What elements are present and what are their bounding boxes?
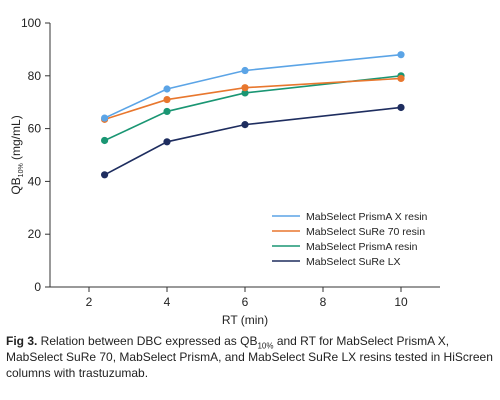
y-tick-label: 60 [28, 122, 42, 136]
data-point [163, 138, 171, 146]
x-tick-label: 8 [320, 295, 327, 309]
series-line [104, 75, 402, 142]
legend-label: MabSelect SuRe 70 resin [306, 226, 425, 238]
data-point [101, 136, 109, 145]
legend-label: MabSelect SuRe LX [306, 256, 401, 268]
data-point [241, 66, 249, 75]
data-point [241, 89, 249, 97]
data-point [397, 51, 405, 59]
data-point [163, 85, 171, 93]
axes: 0 20 40 60 80 100 2 4 6 8 10 RT (min) QB10% (mg/mL) [9, 16, 440, 327]
data-point [241, 121, 249, 129]
data-point [163, 95, 171, 104]
caption-subscript: 10% [257, 341, 274, 351]
y-axis-title-unit: (mg/mL) [9, 115, 23, 163]
data-point [241, 84, 249, 92]
series-line [104, 53, 402, 119]
caption-text-start: Relation between DBC expressed as QB [37, 334, 258, 348]
y-tick-label: 80 [28, 69, 42, 83]
data-point [397, 74, 405, 83]
data-point [101, 114, 109, 122]
data-point [163, 107, 171, 116]
x-tick-label: 6 [242, 295, 249, 309]
series-group [101, 51, 405, 122]
legend: MabSelect PrismA X resin MabSelect SuRe 7… [272, 211, 428, 268]
x-tick-label: 4 [164, 295, 171, 309]
y-tick-label: 100 [21, 16, 41, 30]
x-axis-title: RT (min) [222, 313, 268, 327]
data-point [101, 171, 109, 179]
series-line [104, 106, 402, 176]
data-point [397, 103, 405, 112]
series-group [101, 72, 405, 145]
y-tick-label: 0 [34, 280, 41, 294]
x-tick-label: 10 [394, 295, 408, 309]
x-tick-label: 2 [86, 295, 93, 309]
series-line [104, 77, 402, 121]
y-axis-title: QB10% (mg/mL) [9, 115, 25, 194]
series-layer [101, 51, 405, 179]
y-axis-title-main: QB [9, 177, 23, 194]
y-axis-title-subscript: 10% [18, 163, 25, 177]
caption-text-end: and RT for MabSelect PrismA X, MabSelect… [6, 334, 493, 380]
legend-label: MabSelect PrismA X resin [306, 211, 428, 223]
y-tick-label: 20 [28, 227, 42, 241]
series-group [101, 103, 405, 179]
y-tick-label: 40 [28, 174, 42, 188]
figure-caption: Fig 3. Relation between DBC expressed as… [6, 333, 496, 381]
caption-label: Fig 3. [6, 334, 38, 348]
legend-label: MabSelect PrismA resin [306, 241, 418, 253]
